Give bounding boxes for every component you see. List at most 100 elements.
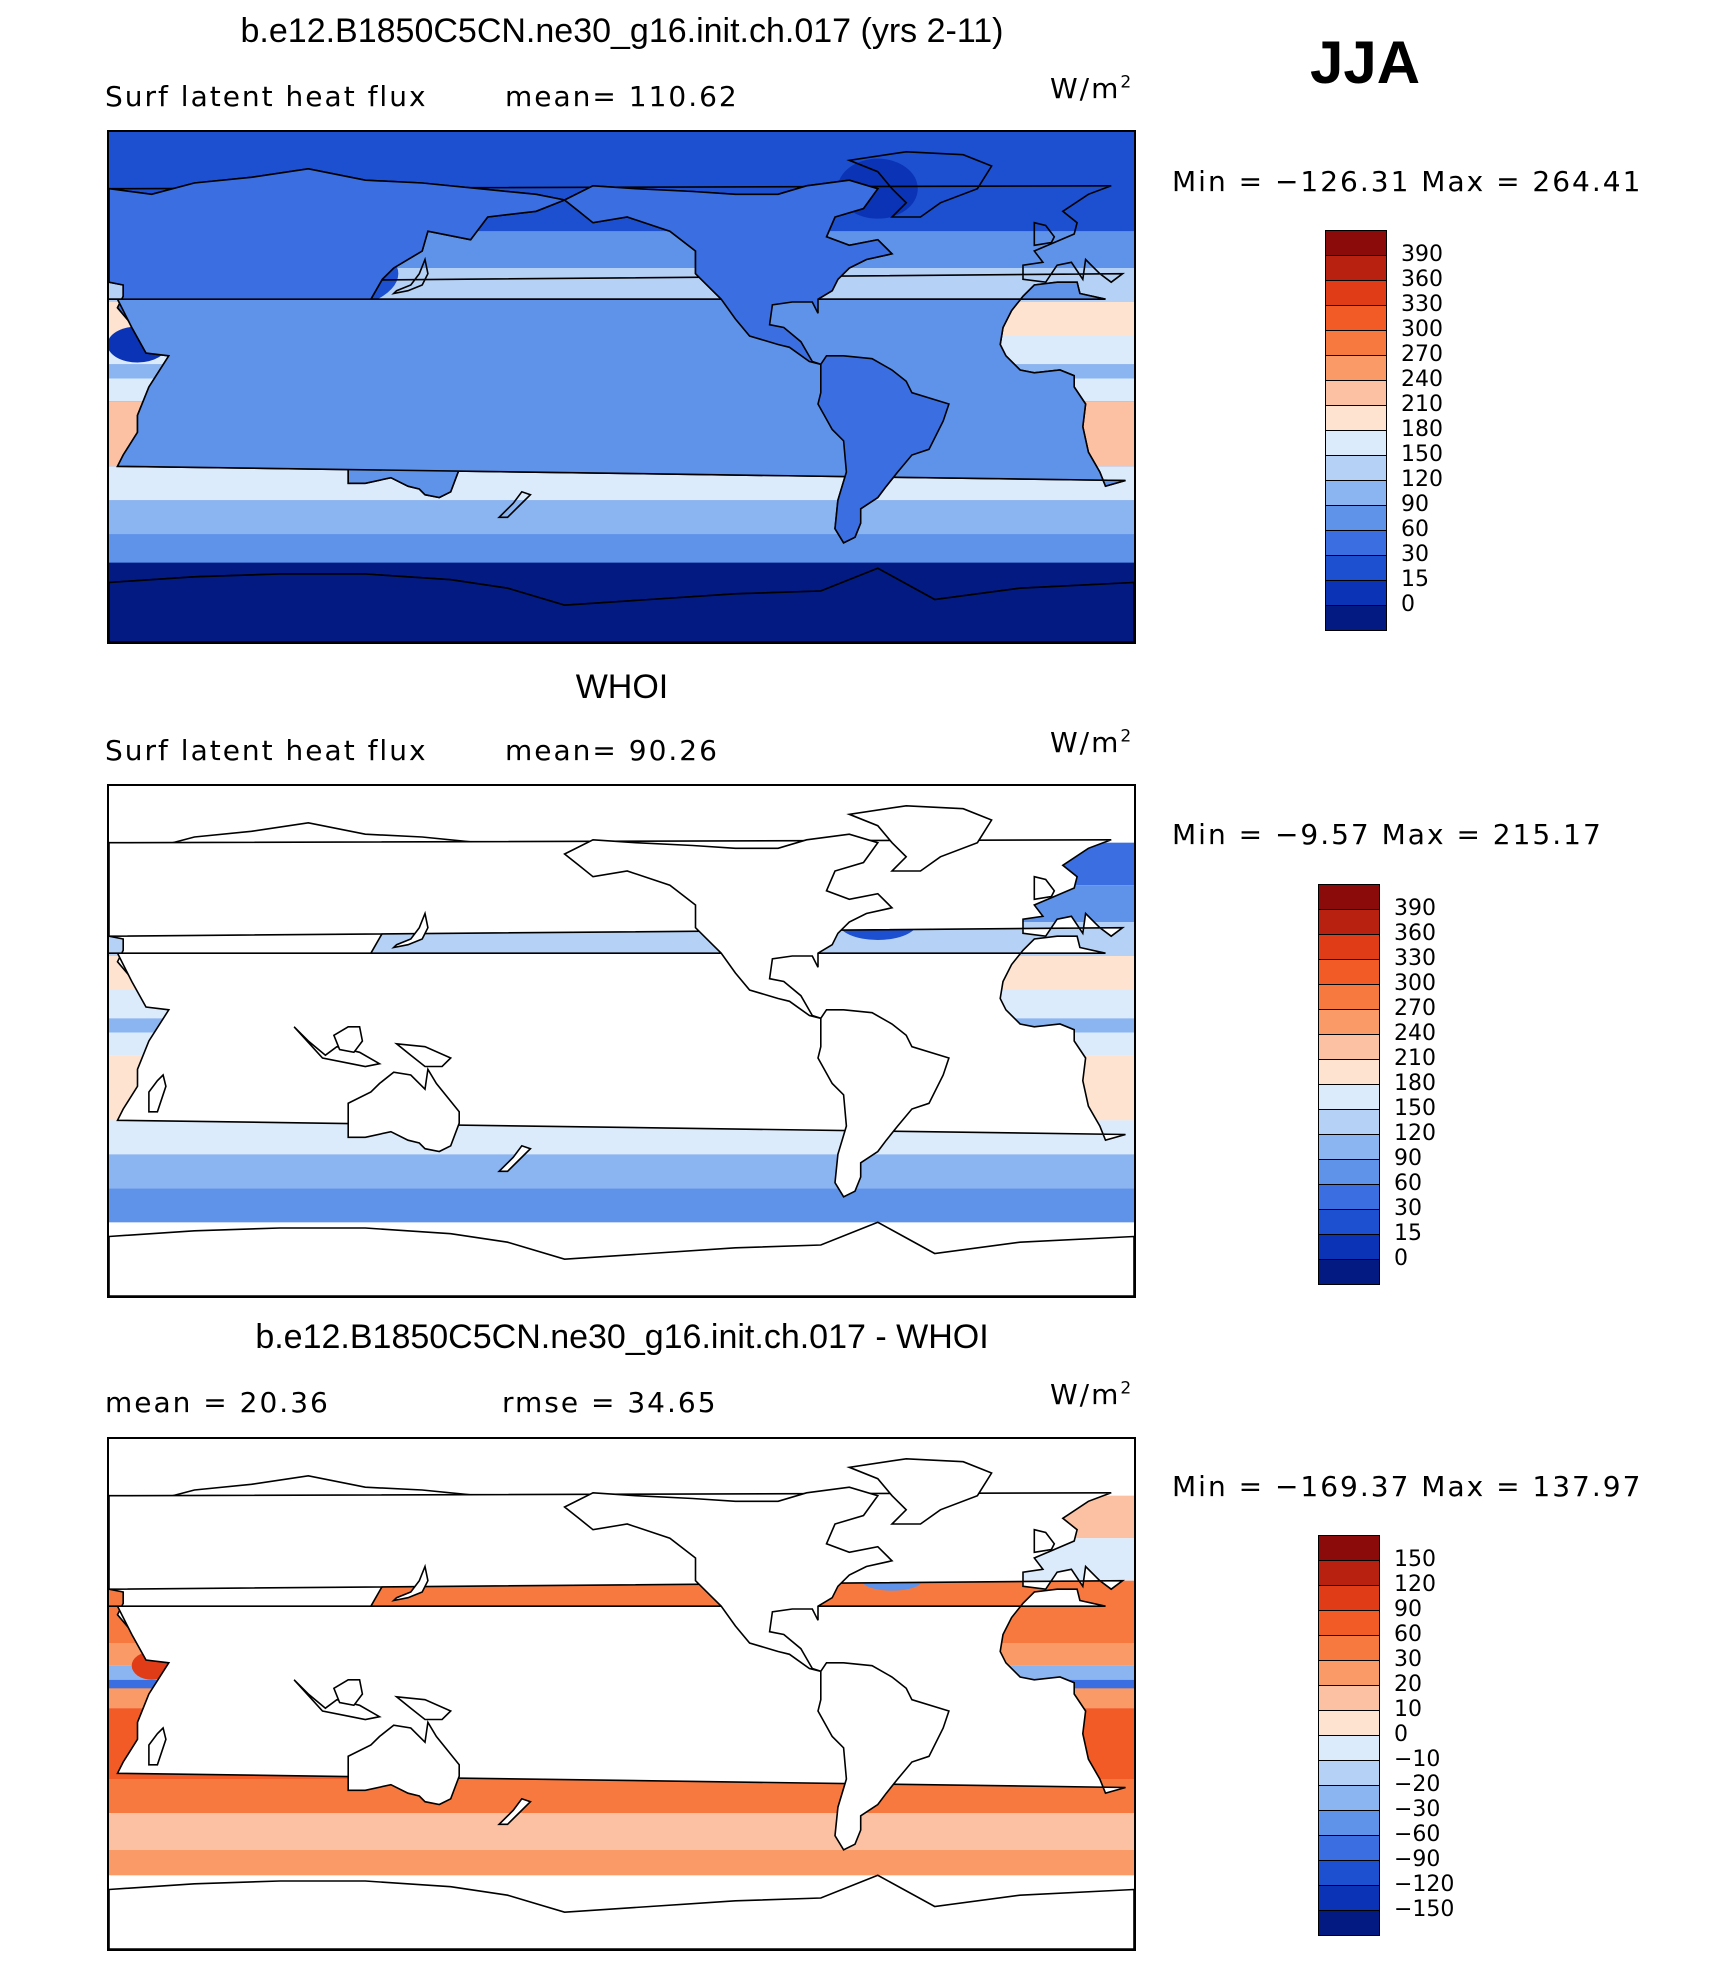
colorbar-label: 180 [1401, 417, 1443, 442]
colorbar-label: 330 [1401, 292, 1443, 317]
panel-2-minmax: Min = −9.57 Max = 215.17 [1172, 818, 1603, 851]
panel-2-units: W/m2 [1050, 726, 1134, 759]
colorbar-swatch [1318, 1535, 1380, 1561]
colorbar-label: 20 [1394, 1672, 1422, 1697]
panel-1-minmax: Min = −126.31 Max = 264.41 [1172, 165, 1643, 198]
colorbar-swatch [1318, 1034, 1380, 1060]
panel-3-mean-label: mean = 20.36 [105, 1386, 330, 1419]
colorbar-swatch [1318, 934, 1380, 960]
colorbar-label: −10 [1394, 1747, 1441, 1772]
colorbar-label: 60 [1394, 1171, 1422, 1196]
colorbar-label: 270 [1394, 996, 1436, 1021]
colorbar-label: 60 [1401, 517, 1429, 542]
colorbar-swatch [1318, 1209, 1380, 1235]
colorbar-swatch [1325, 305, 1387, 331]
panel-1-units: W/m2 [1050, 72, 1134, 105]
colorbar-swatch [1318, 1810, 1380, 1836]
colorbar-swatch [1325, 355, 1387, 381]
colorbar-swatch [1325, 330, 1387, 356]
colorbar-label: 180 [1394, 1071, 1436, 1096]
panel-1-map [107, 130, 1136, 644]
colorbar-label: −30 [1394, 1797, 1441, 1822]
colorbar-swatch [1318, 1710, 1380, 1736]
colorbar-label: 150 [1394, 1096, 1436, 1121]
colorbar-label: 360 [1394, 921, 1436, 946]
panel-3-map [107, 1437, 1136, 1951]
colorbar-label: 120 [1394, 1572, 1436, 1597]
colorbar-swatch [1318, 1109, 1380, 1135]
colorbar-label: 90 [1394, 1146, 1422, 1171]
colorbar-swatch [1318, 1134, 1380, 1160]
colorbar-label: 390 [1401, 242, 1443, 267]
coastlines [109, 1457, 1134, 1949]
colorbar-label: 390 [1394, 896, 1436, 921]
colorbar-swatch [1318, 1660, 1380, 1686]
colorbar-label: 0 [1394, 1722, 1408, 1747]
colorbar-swatch [1318, 1084, 1380, 1110]
colorbar-label: 300 [1394, 971, 1436, 996]
colorbar-label: 120 [1401, 467, 1443, 492]
colorbar-label: 330 [1394, 946, 1436, 971]
colorbar-label: 90 [1394, 1597, 1422, 1622]
colorbar-swatch [1318, 1259, 1380, 1285]
colorbar-label: 360 [1401, 267, 1443, 292]
panel-1-title: b.e12.B1850C5CN.ne30_g16.init.ch.017 (yr… [240, 12, 1004, 50]
colorbar-swatch [1325, 555, 1387, 581]
panel-2-map [107, 784, 1136, 1298]
colorbar-swatch [1325, 230, 1387, 256]
colorbar-swatch [1318, 1735, 1380, 1761]
panel-3-units: W/m2 [1050, 1378, 1134, 1411]
colorbar-swatch [1325, 455, 1387, 481]
colorbar-label: 30 [1394, 1647, 1422, 1672]
colorbar-label: 150 [1401, 442, 1443, 467]
colorbar-swatch [1325, 605, 1387, 631]
colorbar-swatch [1318, 984, 1380, 1010]
season-label: JJA [1310, 29, 1421, 96]
colorbar-swatch [1318, 909, 1380, 935]
colorbar-label: 10 [1394, 1697, 1422, 1722]
colorbar-swatch [1318, 1184, 1380, 1210]
colorbar-swatch [1318, 1860, 1380, 1886]
colorbar-label: 15 [1394, 1221, 1422, 1246]
colorbar-label: −150 [1394, 1897, 1455, 1922]
colorbar-label: 240 [1394, 1021, 1436, 1046]
colorbar-swatch [1325, 430, 1387, 456]
colorbar-swatch [1325, 255, 1387, 281]
panel-2-variable-label: Surf latent heat flux [105, 734, 428, 767]
colorbar-label: −120 [1394, 1872, 1455, 1897]
colorbar-swatch [1325, 480, 1387, 506]
colorbar-swatch [1318, 1009, 1380, 1035]
colorbar-label: −60 [1394, 1822, 1441, 1847]
colorbar-label: −20 [1394, 1772, 1441, 1797]
panel-3-minmax: Min = −169.37 Max = 137.97 [1172, 1470, 1643, 1503]
colorbar-swatch [1325, 580, 1387, 606]
colorbar-label: −90 [1394, 1847, 1441, 1872]
panel-2-mean-label: mean= 90.26 [505, 734, 719, 767]
colorbar-swatch [1318, 1910, 1380, 1936]
colorbar-swatch [1318, 1635, 1380, 1661]
colorbar-label: 240 [1401, 367, 1443, 392]
colorbar-swatch [1318, 1560, 1380, 1586]
colorbar-label: 0 [1394, 1246, 1408, 1271]
colorbar-label: 30 [1394, 1196, 1422, 1221]
colorbar-swatch [1318, 1585, 1380, 1611]
panel-3-rmse-label: rmse = 34.65 [502, 1386, 718, 1419]
colorbar-label: 0 [1401, 592, 1415, 617]
colorbar-swatch [1318, 1760, 1380, 1786]
colorbar-swatch [1318, 1785, 1380, 1811]
colorbar-label: 150 [1394, 1547, 1436, 1572]
colorbar-label: 30 [1401, 542, 1429, 567]
colorbar-label: 15 [1401, 567, 1429, 592]
colorbar-label: 60 [1394, 1622, 1422, 1647]
colorbar-swatch [1325, 530, 1387, 556]
colorbar-swatch [1318, 1610, 1380, 1636]
colorbar-swatch [1325, 505, 1387, 531]
coastlines [109, 804, 1134, 1296]
colorbar-swatch [1318, 1885, 1380, 1911]
colorbar-swatch [1325, 380, 1387, 406]
colorbar-swatch [1318, 1159, 1380, 1185]
colorbar-label: 300 [1401, 317, 1443, 342]
colorbar-swatch [1325, 280, 1387, 306]
colorbar-swatch [1318, 1835, 1380, 1861]
colorbar-swatch [1318, 884, 1380, 910]
